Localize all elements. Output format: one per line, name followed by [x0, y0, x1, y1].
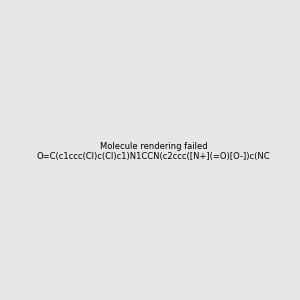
Text: Molecule rendering failed
O=C(c1ccc(Cl)c(Cl)c1)N1CCN(c2ccc([N+](=O)[O-])c(NC: Molecule rendering failed O=C(c1ccc(Cl)c… — [37, 142, 271, 161]
